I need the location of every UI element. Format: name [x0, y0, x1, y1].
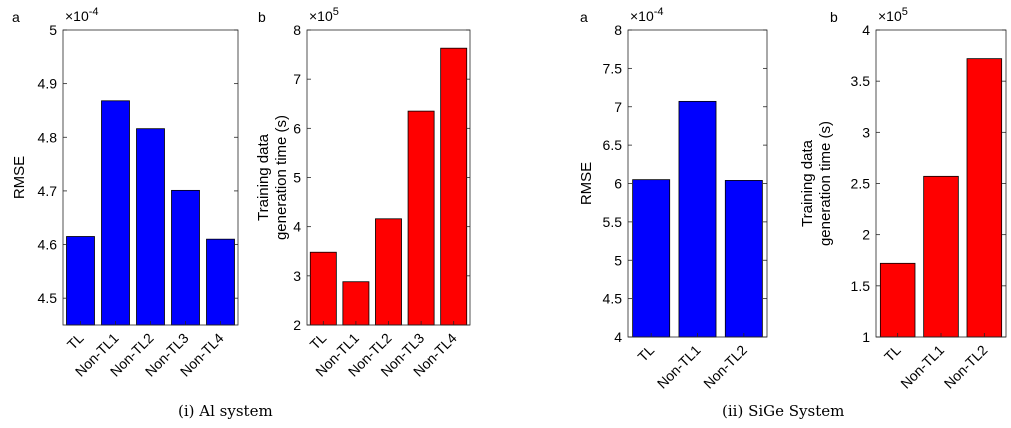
y-tick-label: 4.5 — [38, 290, 58, 306]
y-tick-label: 8 — [293, 22, 301, 38]
exponent-label: ×105 — [878, 6, 908, 24]
y-tick-label: 6 — [614, 176, 622, 192]
y-tick-label: 7 — [293, 71, 301, 87]
y-tick-label: 8 — [614, 22, 622, 38]
bar — [879, 262, 916, 338]
y-tick-label: 5 — [293, 170, 301, 186]
y-tick-label: 3.5 — [851, 73, 871, 89]
y-axis-label: Training datageneration time (s) — [799, 121, 834, 246]
y-tick-label: 6 — [293, 120, 301, 136]
bar — [66, 236, 95, 326]
y-axis-label: RMSE — [11, 156, 28, 199]
bar — [724, 180, 763, 338]
y-tick-label: 4.5 — [603, 291, 623, 307]
bar — [632, 179, 671, 338]
bar — [206, 238, 235, 326]
y-tick-label: 7 — [614, 99, 622, 115]
bar — [101, 100, 130, 326]
y-tick-label: 1.5 — [851, 278, 871, 294]
x-tick-label: Non-TL1 — [654, 342, 704, 392]
y-axis-label: Training datageneration time (s) — [255, 115, 290, 240]
x-tick-label: Non-TL2 — [700, 342, 750, 392]
y-tick-label: 6.5 — [603, 137, 623, 153]
y-tick-label: 4.9 — [38, 76, 58, 92]
y-tick-label: 3 — [862, 124, 870, 140]
y-tick-label: 1 — [862, 329, 870, 345]
y-axis-label: RMSE — [578, 162, 595, 205]
panel-label: b — [830, 9, 838, 25]
y-tick-label: 7.5 — [603, 60, 623, 76]
x-tick-label: Non-TL2 — [941, 342, 991, 392]
bar — [171, 189, 200, 326]
y-tick-label: 4.7 — [38, 183, 58, 199]
y-tick-label: 2.5 — [851, 176, 871, 192]
bar — [966, 58, 1003, 338]
x-tick-label: TL — [881, 342, 904, 365]
y-tick-label: 4 — [614, 329, 622, 345]
bar — [923, 175, 959, 338]
y-tick-label: 5 — [49, 22, 57, 38]
x-tick-label: Non-TL1 — [897, 342, 947, 392]
panel-label: b — [258, 9, 266, 25]
chart-panel-1: 4.54.64.74.84.95TLNon-TL1Non-TL2Non-TL3N… — [11, 6, 239, 380]
caption-al-system: (i) Al system — [178, 402, 273, 420]
exponent-label: ×10-4 — [65, 6, 99, 24]
y-tick-label: 4.6 — [38, 237, 58, 253]
bar — [342, 281, 370, 326]
bar — [375, 218, 402, 326]
x-tick-label: TL — [634, 342, 657, 365]
panel-label: a — [12, 9, 20, 25]
bar — [440, 47, 468, 326]
bar — [136, 128, 165, 326]
exponent-label: ×105 — [309, 6, 339, 24]
y-tick-label: 5 — [614, 252, 622, 268]
caption-sige-system: (ii) SiGe System — [722, 402, 845, 420]
y-tick-label: 3 — [293, 268, 301, 284]
bar — [678, 100, 717, 338]
y-tick-label: 4 — [862, 22, 870, 38]
exponent-label: ×10-4 — [630, 6, 664, 24]
x-tick-label: TL — [307, 330, 330, 353]
y-tick-label: 4 — [293, 219, 301, 235]
y-tick-label: 2 — [862, 227, 870, 243]
bar — [309, 251, 337, 326]
y-tick-label: 4.8 — [38, 129, 58, 145]
y-tick-label: 2 — [293, 317, 301, 333]
x-tick-label: TL — [64, 330, 87, 353]
bar — [407, 110, 435, 326]
panel-label: a — [580, 9, 588, 25]
y-tick-label: 5.5 — [603, 214, 623, 230]
